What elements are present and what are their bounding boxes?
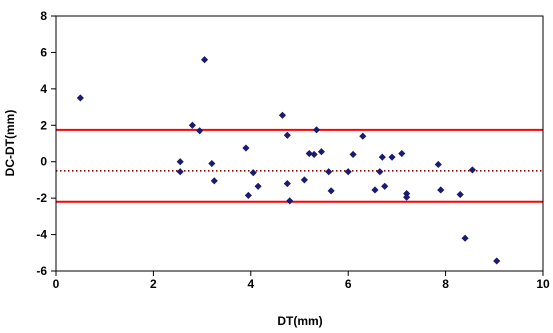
x-tick-label: 0	[53, 277, 60, 291]
data-point	[300, 176, 308, 184]
data-point	[312, 126, 321, 134]
data-point	[283, 180, 291, 188]
x-tick-label: 8	[442, 277, 449, 291]
data-point	[403, 190, 411, 198]
data-point	[317, 148, 325, 156]
data-point	[278, 111, 287, 119]
data-point	[381, 182, 389, 190]
data-point	[249, 169, 257, 177]
y-tick-label: 8	[40, 9, 47, 23]
plot-frame	[55, 15, 544, 272]
data-point	[468, 166, 476, 174]
x-axis-title: DT(mm)	[277, 314, 322, 328]
y-tick-label: 2	[40, 118, 47, 132]
y-axis-title: DC-DT(mm)	[3, 110, 17, 177]
tick-labels: 0 2 4 6 8 10 -6 -4 -2 0 2 4 6 8	[36, 9, 550, 291]
data-point	[283, 131, 291, 139]
data-point	[196, 127, 204, 135]
data-point	[344, 168, 352, 176]
data-point	[378, 153, 386, 161]
x-tick-label: 4	[247, 277, 254, 291]
data-point	[176, 168, 184, 176]
data-point	[188, 121, 196, 129]
data-point	[244, 191, 252, 199]
data-point	[208, 159, 216, 168]
data-point	[403, 193, 411, 201]
x-tick-label: 2	[150, 277, 157, 291]
data-point	[388, 153, 396, 161]
y-tick-label: 4	[40, 82, 47, 96]
data-point	[359, 132, 367, 140]
data-point	[493, 257, 501, 265]
x-tick-label: 6	[345, 277, 352, 291]
data-point	[200, 56, 209, 64]
data-points	[76, 56, 501, 265]
y-tick-label: -6	[36, 264, 47, 278]
y-tick-label: -2	[36, 191, 47, 205]
axes	[51, 15, 544, 276]
data-point	[371, 186, 379, 194]
data-point	[286, 197, 294, 205]
data-point	[376, 168, 384, 176]
x-tick-label: 10	[536, 277, 550, 291]
reference-lines	[56, 128, 543, 203]
data-point	[437, 186, 445, 194]
data-point	[325, 168, 333, 176]
data-point	[434, 160, 442, 169]
data-point	[176, 158, 184, 166]
data-point	[76, 94, 84, 102]
data-point	[242, 144, 250, 152]
y-tick-label: 6	[40, 45, 47, 59]
data-point	[461, 234, 469, 242]
data-point	[254, 182, 262, 190]
y-tick-label: 0	[40, 155, 47, 169]
data-point	[210, 177, 218, 185]
y-tick-label: -4	[36, 228, 47, 242]
data-point	[305, 149, 313, 158]
data-point	[327, 187, 335, 195]
data-point	[456, 190, 464, 199]
data-point	[398, 149, 406, 158]
data-point	[310, 150, 318, 158]
data-point	[349, 150, 357, 158]
